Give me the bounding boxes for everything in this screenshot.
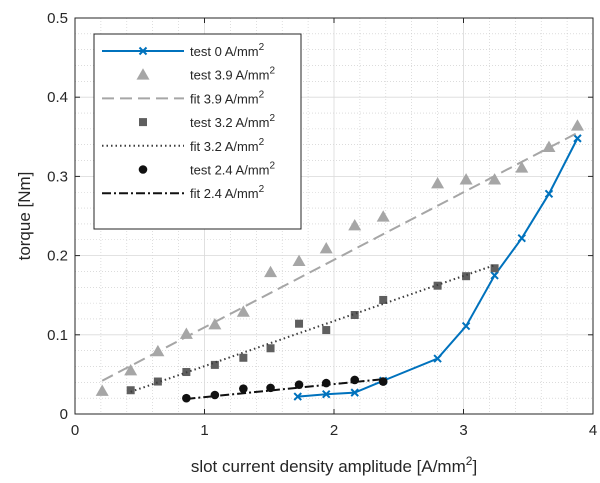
data-point <box>95 384 109 396</box>
legend-entry-0: test 0 A/mm2 <box>102 42 265 59</box>
data-point <box>322 389 331 399</box>
series-layer <box>95 119 584 403</box>
legend-marker <box>136 68 150 80</box>
data-point <box>573 134 582 143</box>
legend-marker <box>138 165 148 174</box>
y-tick-label: 0.5 <box>47 10 68 27</box>
data-point <box>322 326 331 335</box>
data-point <box>544 189 554 199</box>
y-tick-label: 0.1 <box>47 327 68 344</box>
legend-label: fit 2.4 A/mm2 <box>190 184 265 201</box>
data-point <box>293 392 302 401</box>
x-tick-label: 4 <box>589 422 597 439</box>
x-tick-label: 3 <box>459 422 467 439</box>
data-point <box>348 219 362 231</box>
x-tick-label: 0 <box>71 422 79 439</box>
data-point <box>490 271 499 280</box>
data-point <box>459 173 473 185</box>
series-4 <box>130 264 495 393</box>
legend-label: fit 3.9 A/mm2 <box>190 89 265 106</box>
data-point <box>319 241 333 254</box>
legend-label: fit 3.2 A/mm2 <box>190 137 265 154</box>
data-point <box>350 388 359 397</box>
legend-entry-6: fit 2.4 A/mm2 <box>102 184 265 201</box>
series-line <box>186 378 384 400</box>
data-point <box>266 344 275 353</box>
data-point <box>490 264 499 273</box>
data-point <box>210 360 219 369</box>
legend: test 0 A/mm2 test 3.9 A/mm2 fit 3.9 A/mm2 t… <box>93 33 302 230</box>
data-point <box>431 177 445 189</box>
legend-label: test 3.9 A/mm2 <box>190 66 275 83</box>
data-point <box>570 119 584 131</box>
legend-label: test 2.4 A/mm2 <box>190 161 275 178</box>
legend-label: test 0 A/mm2 <box>190 42 265 59</box>
data-point <box>292 254 306 267</box>
data-point <box>376 210 390 222</box>
legend-marker <box>139 118 147 127</box>
data-point <box>236 305 250 317</box>
legend-entry-5: test 2.4 A/mm2 <box>138 161 275 178</box>
data-point <box>350 311 359 319</box>
x-axis-label: slot current density amplitude [A/mm2] <box>191 454 477 476</box>
data-point <box>462 272 471 281</box>
legend-marker <box>138 46 148 56</box>
series-6 <box>186 378 384 400</box>
data-point <box>379 295 388 304</box>
y-axis-label: torque [Nm] <box>15 172 34 261</box>
ticks-layer: 0 1 2 3 4 0 0.1 0.2 0.3 0.4 0.5 <box>47 10 597 439</box>
legend-box <box>93 33 302 230</box>
data-point <box>461 321 471 331</box>
data-point <box>239 384 248 393</box>
y-tick-label: 0.4 <box>47 89 68 106</box>
legend-entry-1: test 3.9 A/mm2 <box>136 66 275 83</box>
data-point <box>153 377 162 386</box>
legend-label: test 3.2 A/mm2 <box>190 113 275 130</box>
data-point <box>210 390 220 400</box>
data-point <box>517 233 526 243</box>
legend-entry-3: test 3.2 A/mm2 <box>139 113 275 130</box>
x-tick-label: 2 <box>330 422 338 439</box>
legend-entry-2: fit 3.9 A/mm2 <box>102 89 265 106</box>
series-line <box>130 264 495 393</box>
data-point <box>264 265 278 278</box>
x-tick-label: 1 <box>200 422 208 439</box>
data-point <box>515 161 529 173</box>
data-point <box>542 140 556 152</box>
data-point <box>124 363 138 376</box>
data-point <box>126 386 135 395</box>
y-tick-label: 0.2 <box>47 248 68 265</box>
series-line <box>297 137 579 398</box>
data-point <box>295 319 304 328</box>
legend-entry-4: fit 3.2 A/mm2 <box>102 137 265 154</box>
data-point <box>239 353 248 362</box>
data-point <box>488 173 502 185</box>
data-point <box>208 318 222 330</box>
y-tick-label: 0.3 <box>47 168 68 185</box>
data-point <box>433 354 442 363</box>
y-tick-label: 0 <box>60 406 68 423</box>
